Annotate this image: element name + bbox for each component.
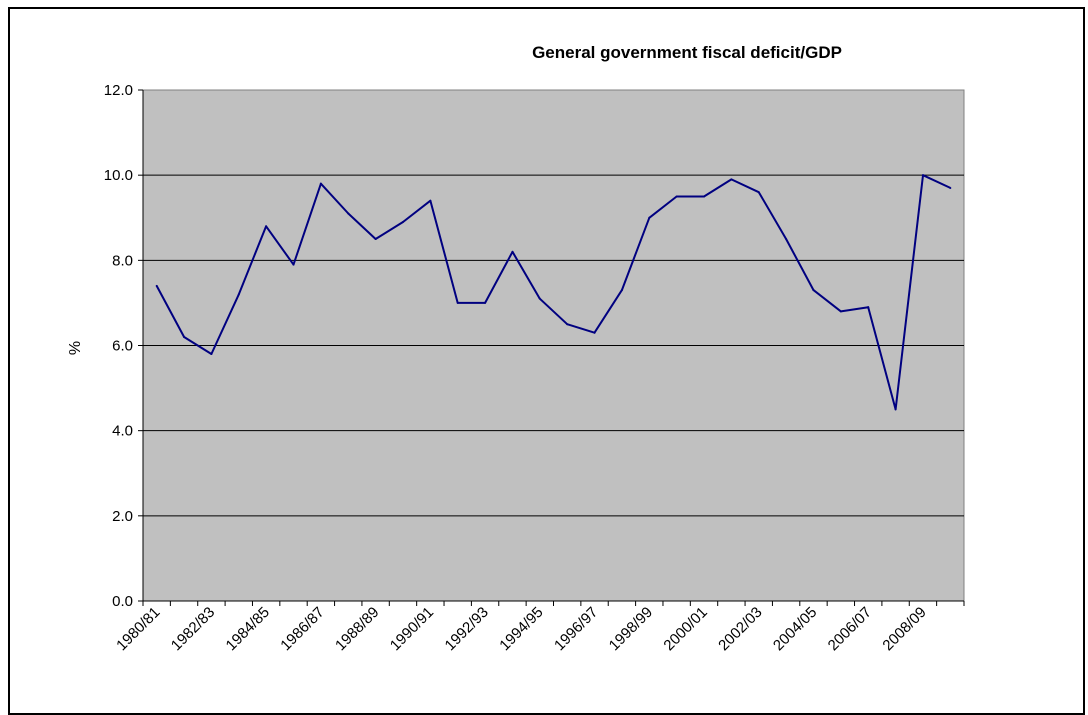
data-point bbox=[593, 331, 596, 334]
x-tick-label: 2008/09 bbox=[879, 604, 929, 654]
data-point bbox=[237, 293, 240, 296]
data-point bbox=[839, 310, 842, 313]
x-tick-label: 2006/07 bbox=[825, 604, 875, 654]
x-tick-label: 1988/89 bbox=[332, 604, 382, 654]
chart-title: General government fiscal deficit/GDP bbox=[532, 43, 842, 62]
x-tick-label: 1998/99 bbox=[606, 604, 656, 654]
y-axis-label: % bbox=[67, 341, 84, 355]
x-tick-label: 1996/97 bbox=[551, 604, 601, 654]
data-point bbox=[511, 250, 514, 253]
x-tick-label: 1994/95 bbox=[496, 604, 546, 654]
x-tick-label: 1982/83 bbox=[168, 604, 218, 654]
data-point bbox=[785, 238, 788, 241]
y-tick-label: 0.0 bbox=[112, 593, 133, 610]
data-point bbox=[456, 301, 459, 304]
y-tick-label: 8.0 bbox=[112, 252, 133, 269]
data-point bbox=[620, 289, 623, 292]
data-point bbox=[675, 195, 678, 198]
data-point bbox=[347, 212, 350, 215]
data-point bbox=[730, 178, 733, 181]
data-point bbox=[183, 335, 186, 338]
data-point bbox=[894, 408, 897, 411]
x-tick-label: 2004/05 bbox=[770, 604, 820, 654]
x-tick-label: 1986/87 bbox=[277, 604, 327, 654]
x-tick-label: 1980/81 bbox=[113, 604, 163, 654]
data-point bbox=[703, 195, 706, 198]
data-point bbox=[265, 225, 268, 228]
data-point bbox=[319, 182, 322, 185]
y-tick-label: 6.0 bbox=[112, 338, 133, 355]
series-line bbox=[155, 174, 951, 411]
data-point bbox=[374, 238, 377, 241]
data-point bbox=[949, 186, 952, 189]
data-point bbox=[292, 263, 295, 266]
data-point bbox=[812, 289, 815, 292]
data-point bbox=[429, 199, 432, 202]
data-point bbox=[921, 174, 924, 177]
x-tick-label: 2002/03 bbox=[715, 604, 765, 654]
data-point bbox=[210, 353, 213, 356]
y-tick-label: 4.0 bbox=[112, 423, 133, 440]
data-point bbox=[484, 301, 487, 304]
y-tick-label: 10.0 bbox=[104, 167, 133, 184]
x-tick-label: 2000/01 bbox=[660, 604, 710, 654]
x-tick-label: 1992/93 bbox=[442, 604, 492, 654]
data-point bbox=[401, 221, 404, 224]
x-tick-label: 1984/85 bbox=[223, 604, 273, 654]
data-point bbox=[538, 297, 541, 300]
x-tick-label: 1990/91 bbox=[387, 604, 437, 654]
y-tick-label: 2.0 bbox=[112, 508, 133, 525]
data-point bbox=[867, 306, 870, 309]
data-point bbox=[155, 284, 158, 287]
data-point bbox=[566, 323, 569, 326]
data-point bbox=[648, 216, 651, 219]
y-tick-label: 12.0 bbox=[104, 82, 133, 99]
data-point bbox=[757, 191, 760, 194]
